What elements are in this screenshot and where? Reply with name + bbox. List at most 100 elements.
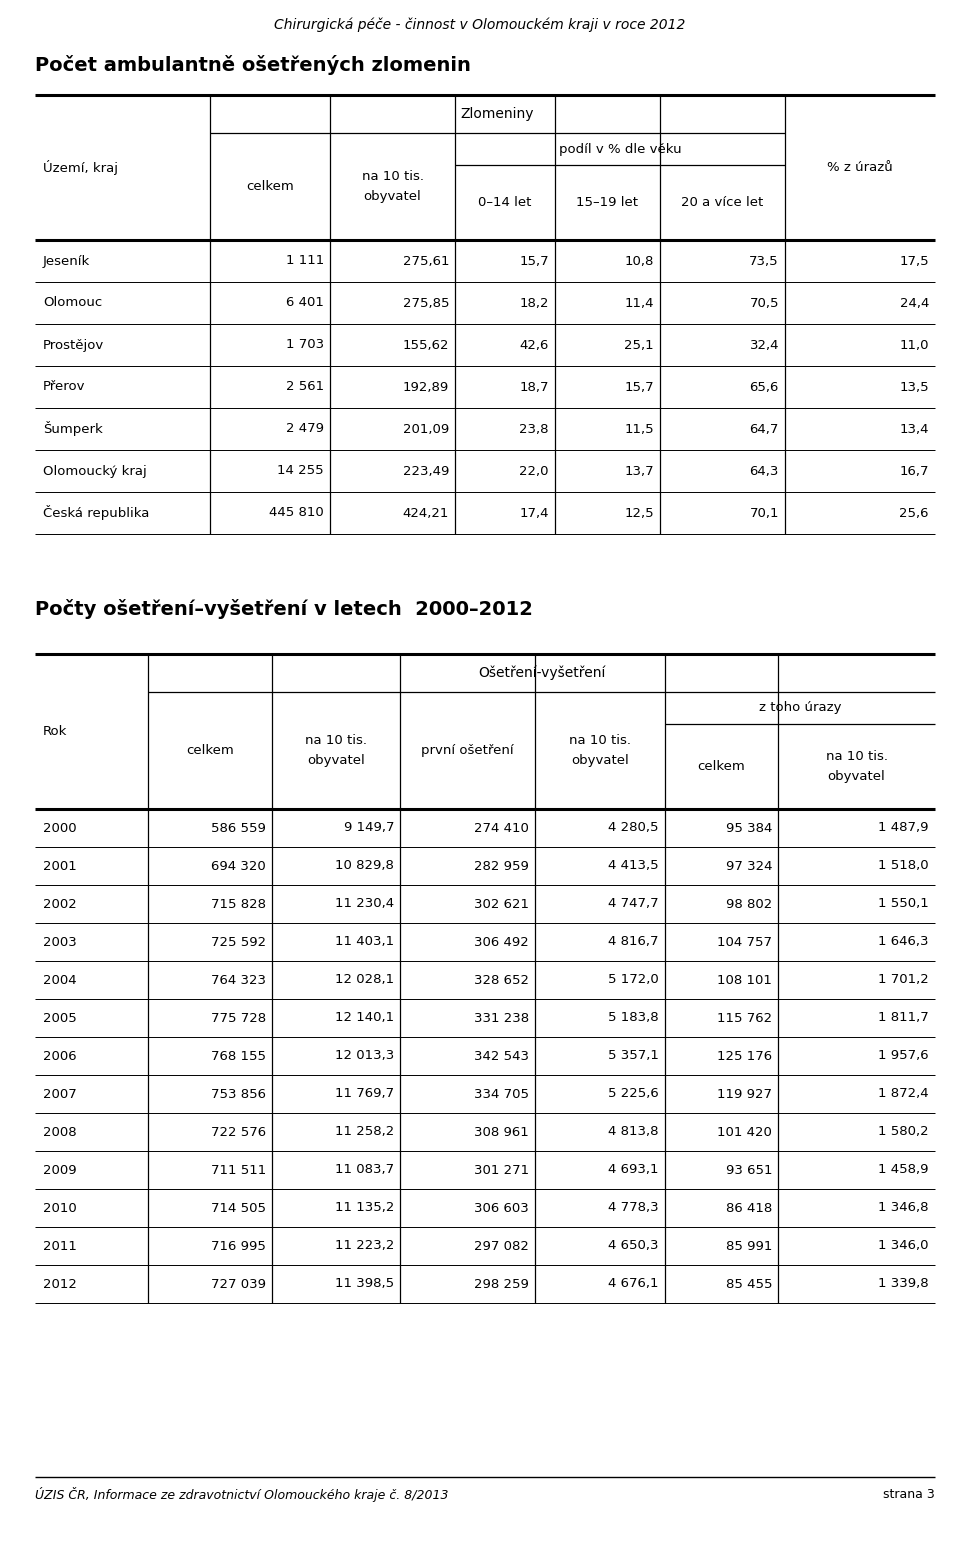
Text: 11 083,7: 11 083,7 — [335, 1164, 394, 1176]
Text: 2000: 2000 — [43, 822, 77, 834]
Text: Chirurgická péče - činnost v Olomouckém kraji v roce 2012: Chirurgická péče - činnost v Olomouckém … — [275, 19, 685, 33]
Text: Ošetření-vyšetření: Ošetření-vyšetření — [478, 666, 605, 680]
Text: 10,8: 10,8 — [625, 254, 654, 268]
Text: 282 959: 282 959 — [474, 860, 529, 873]
Text: 2008: 2008 — [43, 1125, 77, 1139]
Text: 5 225,6: 5 225,6 — [609, 1088, 659, 1100]
Text: 722 576: 722 576 — [211, 1125, 266, 1139]
Text: 1 550,1: 1 550,1 — [878, 897, 929, 910]
Text: 275,85: 275,85 — [402, 296, 449, 310]
Text: 297 082: 297 082 — [474, 1240, 529, 1252]
Text: 155,62: 155,62 — [402, 338, 449, 352]
Text: 13,5: 13,5 — [900, 380, 929, 394]
Text: 11 230,4: 11 230,4 — [335, 897, 394, 910]
Text: celkem: celkem — [186, 744, 234, 756]
Text: 2012: 2012 — [43, 1277, 77, 1291]
Text: 15–19 let: 15–19 let — [577, 195, 638, 209]
Text: 275,61: 275,61 — [402, 254, 449, 268]
Text: na 10 tis.: na 10 tis. — [362, 170, 423, 183]
Text: 2011: 2011 — [43, 1240, 77, 1252]
Text: 2003: 2003 — [43, 936, 77, 949]
Text: 16,7: 16,7 — [900, 465, 929, 477]
Text: 1 487,9: 1 487,9 — [878, 822, 929, 834]
Text: 1 111: 1 111 — [286, 254, 324, 268]
Text: 25,1: 25,1 — [624, 338, 654, 352]
Text: Zlomeniny: Zlomeniny — [461, 107, 535, 121]
Text: 12 028,1: 12 028,1 — [335, 973, 394, 986]
Text: Počty ošetření–vyšetření v letech  2000–2012: Počty ošetření–vyšetření v letech 2000–2… — [35, 598, 533, 618]
Text: 14 255: 14 255 — [277, 465, 324, 477]
Text: 101 420: 101 420 — [717, 1125, 772, 1139]
Text: 1 811,7: 1 811,7 — [878, 1012, 929, 1025]
Text: 306 492: 306 492 — [474, 936, 529, 949]
Text: 97 324: 97 324 — [726, 860, 772, 873]
Text: 5 172,0: 5 172,0 — [609, 973, 659, 986]
Text: 1 580,2: 1 580,2 — [878, 1125, 929, 1139]
Text: 4 778,3: 4 778,3 — [609, 1201, 659, 1215]
Text: 1 339,8: 1 339,8 — [878, 1277, 929, 1291]
Text: 11 769,7: 11 769,7 — [335, 1088, 394, 1100]
Text: 9 149,7: 9 149,7 — [344, 822, 394, 834]
Text: obyvatel: obyvatel — [364, 191, 421, 203]
Text: 2 479: 2 479 — [286, 423, 324, 436]
Text: 2002: 2002 — [43, 897, 77, 910]
Text: 2 561: 2 561 — [286, 380, 324, 394]
Text: 5 183,8: 5 183,8 — [609, 1012, 659, 1025]
Text: 2005: 2005 — [43, 1012, 77, 1025]
Text: 586 559: 586 559 — [211, 822, 266, 834]
Text: 768 155: 768 155 — [211, 1049, 266, 1062]
Text: obyvatel: obyvatel — [828, 770, 885, 783]
Text: 334 705: 334 705 — [474, 1088, 529, 1100]
Text: celkem: celkem — [246, 180, 294, 194]
Text: celkem: celkem — [698, 760, 745, 773]
Text: 274 410: 274 410 — [474, 822, 529, 834]
Text: obyvatel: obyvatel — [307, 753, 365, 767]
Text: 445 810: 445 810 — [269, 507, 324, 519]
Text: 11,4: 11,4 — [625, 296, 654, 310]
Text: 2007: 2007 — [43, 1088, 77, 1100]
Text: 11 223,2: 11 223,2 — [335, 1240, 394, 1252]
Text: 192,89: 192,89 — [403, 380, 449, 394]
Text: 1 703: 1 703 — [286, 338, 324, 352]
Text: 4 813,8: 4 813,8 — [609, 1125, 659, 1139]
Text: 13,4: 13,4 — [900, 423, 929, 436]
Text: Olomoucký kraj: Olomoucký kraj — [43, 465, 147, 477]
Text: 1 957,6: 1 957,6 — [878, 1049, 929, 1062]
Text: 42,6: 42,6 — [519, 338, 549, 352]
Text: na 10 tis.: na 10 tis. — [569, 735, 631, 747]
Text: 1 646,3: 1 646,3 — [878, 936, 929, 949]
Text: 11 258,2: 11 258,2 — [335, 1125, 394, 1139]
Text: 108 101: 108 101 — [717, 973, 772, 986]
Text: 11,5: 11,5 — [624, 423, 654, 436]
Text: 716 995: 716 995 — [211, 1240, 266, 1252]
Text: 4 816,7: 4 816,7 — [609, 936, 659, 949]
Text: 1 346,0: 1 346,0 — [878, 1240, 929, 1252]
Text: první ošetření: první ošetření — [421, 744, 514, 756]
Text: 18,2: 18,2 — [519, 296, 549, 310]
Text: na 10 tis.: na 10 tis. — [305, 735, 367, 747]
Text: 725 592: 725 592 — [211, 936, 266, 949]
Text: 2004: 2004 — [43, 973, 77, 986]
Text: na 10 tis.: na 10 tis. — [826, 750, 887, 763]
Text: 2009: 2009 — [43, 1164, 77, 1176]
Text: 1 518,0: 1 518,0 — [878, 860, 929, 873]
Text: 298 259: 298 259 — [474, 1277, 529, 1291]
Text: 2001: 2001 — [43, 860, 77, 873]
Text: strana 3: strana 3 — [883, 1488, 935, 1502]
Text: Česká republika: Česká republika — [43, 505, 150, 521]
Text: 1 872,4: 1 872,4 — [878, 1088, 929, 1100]
Text: 714 505: 714 505 — [211, 1201, 266, 1215]
Text: 711 511: 711 511 — [211, 1164, 266, 1176]
Text: 64,3: 64,3 — [750, 465, 779, 477]
Text: 1 701,2: 1 701,2 — [878, 973, 929, 986]
Text: 125 176: 125 176 — [717, 1049, 772, 1062]
Text: 24,4: 24,4 — [900, 296, 929, 310]
Text: ÚZIS ČR, Informace ze zdravotnictví Olomouckého kraje č. 8/2013: ÚZIS ČR, Informace ze zdravotnictví Olom… — [35, 1488, 448, 1502]
Text: 18,7: 18,7 — [519, 380, 549, 394]
Text: 764 323: 764 323 — [211, 973, 266, 986]
Text: 23,8: 23,8 — [519, 423, 549, 436]
Text: 5 357,1: 5 357,1 — [608, 1049, 659, 1062]
Text: 2006: 2006 — [43, 1049, 77, 1062]
Text: 25,6: 25,6 — [900, 507, 929, 519]
Text: 6 401: 6 401 — [286, 296, 324, 310]
